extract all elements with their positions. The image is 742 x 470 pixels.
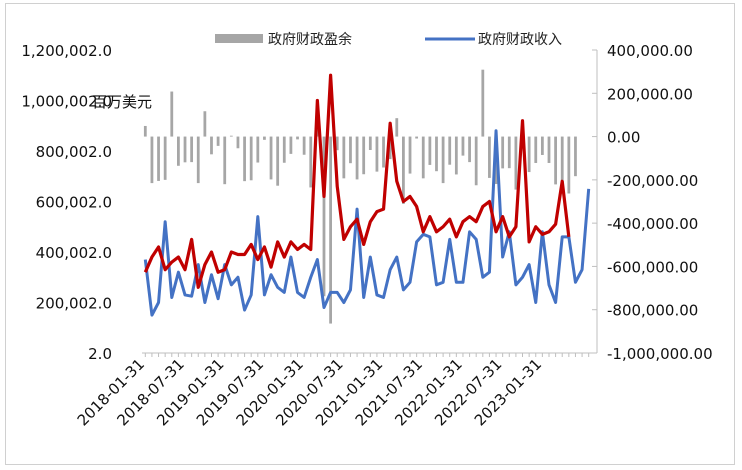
red-series-line: [143, 73, 571, 289]
left-tick-label: 1,200,002.0: [21, 42, 112, 60]
surplus-bar: [322, 136, 326, 297]
surplus-bar: [362, 136, 366, 175]
surplus-bar: [501, 136, 505, 169]
surplus-bar: [342, 136, 346, 179]
surplus-bar: [461, 136, 465, 156]
surplus-bar: [296, 136, 299, 140]
right-tick-label: 400,000.00: [607, 42, 693, 60]
left-tick-label: 2.0: [88, 345, 112, 363]
surplus-bar: [454, 136, 458, 175]
surplus-bar: [243, 136, 246, 182]
surplus-bar: [276, 136, 280, 186]
surplus-bar: [329, 136, 332, 324]
right-tick-label: -1,000,000.00: [607, 345, 713, 363]
surplus-bar: [150, 136, 154, 184]
left-axis-ticks: 1,200,002.0 1,000,002.0 800,002.0 600,002.0…: [21, 42, 112, 363]
left-tick-label: 400,002.0: [36, 244, 112, 262]
right-tick-label: -600,000.00: [607, 258, 698, 276]
surplus-bar: [349, 136, 352, 164]
surplus-bar: [309, 136, 313, 188]
surplus-bar: [249, 136, 253, 181]
surplus-bar: [223, 136, 227, 185]
surplus-bars: [143, 69, 577, 324]
surplus-bar: [375, 136, 379, 172]
surplus-bar: [481, 69, 485, 137]
surplus-bar: [395, 118, 399, 137]
line-series: [143, 73, 591, 317]
surplus-bar: [163, 136, 167, 180]
chart-frame: [5, 3, 735, 465]
surplus-bar: [554, 136, 557, 185]
surplus-bar: [567, 136, 571, 194]
surplus-bar: [355, 136, 359, 180]
legend-swatch-surplus: [215, 34, 263, 43]
surplus-bar: [190, 136, 194, 163]
surplus-bar: [560, 136, 564, 193]
surplus-bar: [203, 111, 207, 137]
surplus-bar: [441, 136, 445, 184]
left-tick-label: 800,002.0: [36, 143, 112, 161]
right-tick-label: -800,000.00: [607, 302, 698, 320]
surplus-bar: [540, 136, 544, 155]
surplus-bar: [256, 136, 260, 163]
legend-label-revenue: 政府财政收入: [478, 32, 562, 48]
surplus-bar: [388, 136, 392, 160]
unit-label: 百万美元: [92, 93, 152, 111]
surplus-bar: [170, 91, 174, 137]
legend: 政府财政盈余 政府财政收入: [215, 31, 562, 48]
surplus-bar: [183, 136, 187, 163]
left-tick-label: 200,002.0: [36, 295, 112, 313]
legend-label-surplus: 政府财政盈余: [268, 31, 352, 48]
surplus-bar: [196, 136, 200, 184]
right-tick-label: -400,000.00: [607, 215, 698, 233]
surplus-bar: [402, 136, 405, 204]
right-tick-label: 0.00: [607, 129, 640, 147]
surplus-bar: [229, 135, 233, 137]
surplus-bar: [289, 136, 293, 154]
surplus-bar: [435, 136, 438, 172]
surplus-bar: [236, 136, 240, 149]
revenue-line: [143, 129, 591, 317]
right-axis-ticks: 400,000.00 200,000.00 0.00 -200,000.00 -400,…: [592, 42, 713, 363]
surplus-bar: [269, 136, 273, 180]
surplus-bar: [302, 136, 306, 155]
surplus-bar: [507, 136, 511, 169]
surplus-bar: [382, 136, 385, 168]
surplus-bar: [415, 136, 419, 139]
surplus-bar: [421, 136, 425, 179]
surplus-bar: [282, 136, 286, 163]
surplus-bar: [177, 136, 180, 166]
surplus-bar: [547, 136, 551, 163]
surplus-bar: [474, 136, 478, 186]
surplus-bar: [157, 136, 160, 181]
surplus-bar: [216, 136, 220, 146]
surplus-bar: [468, 136, 471, 163]
surplus-bar: [527, 136, 531, 173]
surplus-bar: [488, 136, 491, 178]
surplus-bar: [263, 136, 266, 140]
right-tick-label: -200,000.00: [607, 172, 698, 190]
surplus-bar: [514, 136, 518, 190]
left-tick-label: 1,000,002.0: [21, 93, 112, 111]
left-tick-label: 600,002.0: [36, 194, 112, 212]
surplus-bar: [534, 136, 538, 163]
surplus-bar: [428, 136, 432, 165]
surplus-bar: [574, 136, 577, 177]
surplus-bar: [408, 136, 412, 174]
surplus-bar: [448, 136, 452, 165]
surplus-bar: [335, 136, 339, 151]
x-axis: 2018-01-312018-07-312019-01-312019-07-31…: [74, 352, 592, 429]
right-tick-label: 200,000.00: [607, 85, 693, 103]
surplus-bar: [143, 125, 147, 137]
surplus-bar: [210, 136, 213, 155]
surplus-bar: [368, 136, 372, 150]
